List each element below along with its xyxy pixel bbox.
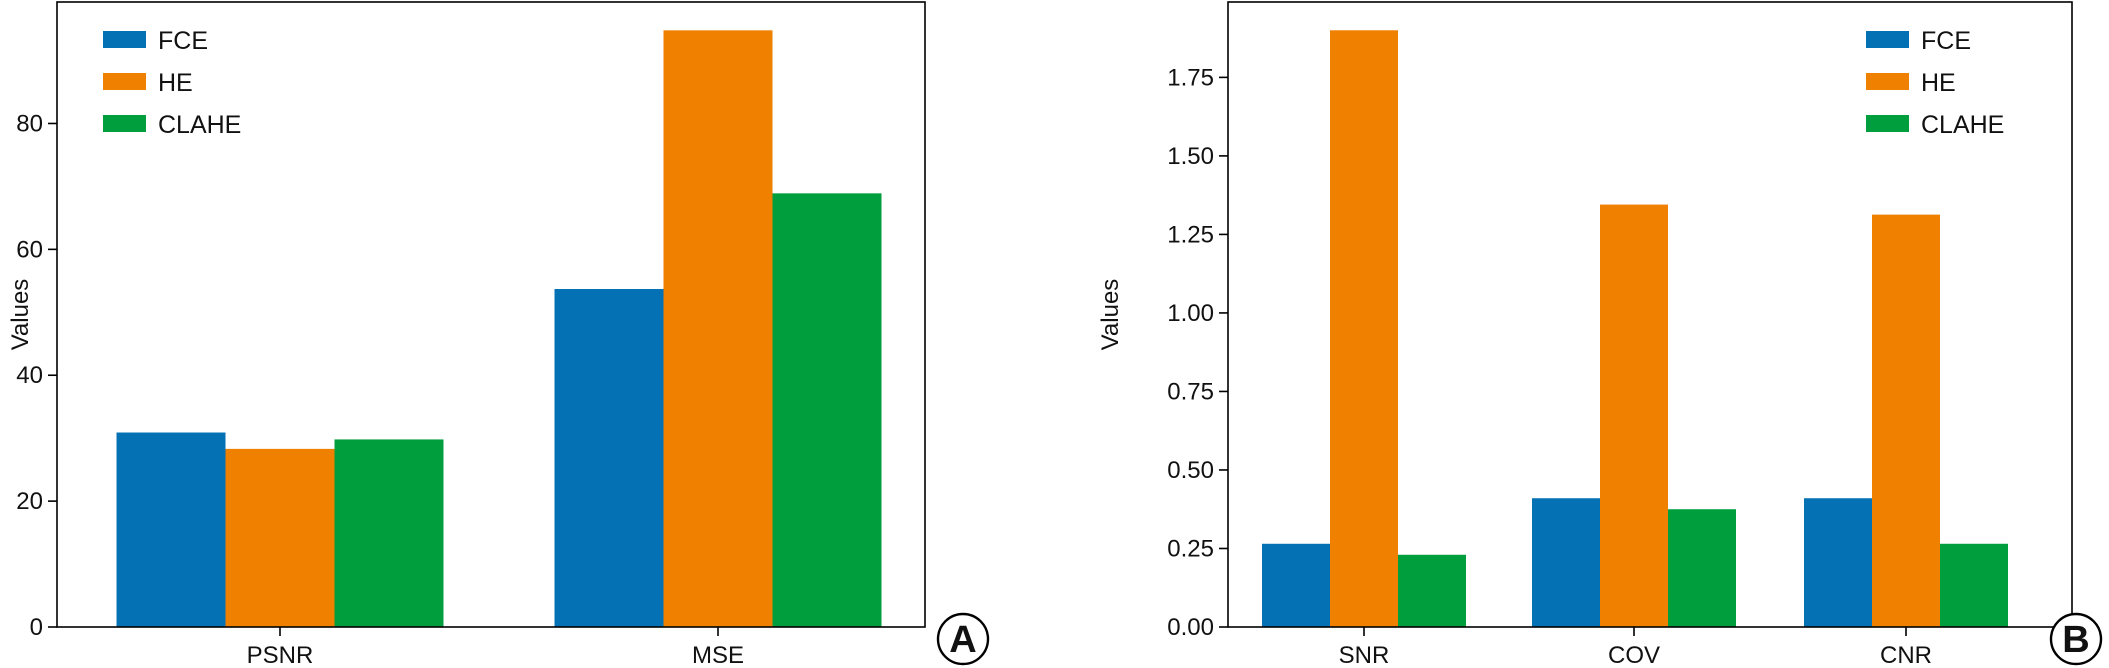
y-tick-label: 0.75 (1167, 378, 1214, 405)
chart-panel-a: 0 20 40 60 80 PSNR MSE Values FCE HE CLAHE A (7, 1, 990, 668)
legend-swatch-clahe (1866, 115, 1909, 132)
legend-label-he: HE (1921, 69, 1956, 97)
bars-group (116, 30, 882, 628)
x-tick-label: PSNR (247, 642, 314, 668)
y-axis-ticks: 0.00 0.25 0.50 0.75 1.00 1.25 1.50 1.75 (1167, 64, 1228, 641)
bar-he-mse (663, 30, 773, 628)
y-tick-label: 0.50 (1167, 457, 1214, 484)
bar-he-cnr (1872, 214, 1940, 628)
y-tick-label: 1.75 (1167, 64, 1214, 91)
legend-label-clahe: CLAHE (158, 111, 241, 139)
legend: FCE HE CLAHE (1866, 27, 2004, 139)
y-tick-label: 0.25 (1167, 535, 1214, 562)
y-tick-label: 40 (16, 362, 43, 389)
y-tick-label: 1.00 (1167, 300, 1214, 327)
bar-clahe-psnr (334, 439, 444, 627)
plot-frame (56, 1, 926, 628)
panel-label-b-text: B (2062, 619, 2089, 661)
legend-label-clahe: CLAHE (1921, 111, 2004, 139)
y-tick-label: 80 (16, 110, 43, 137)
y-tick-label: 0 (30, 614, 43, 641)
y-tick-label: 60 (16, 236, 43, 263)
chart-panel-b: 0.00 0.25 0.50 0.75 1.00 1.25 1.50 1.75 SNR COV C… (1097, 1, 2103, 668)
y-axis-title: Values (7, 279, 34, 351)
panel-label-a-text: A (949, 619, 976, 661)
x-tick-label: COV (1608, 642, 1660, 668)
y-tick-label: 20 (16, 488, 43, 515)
legend-swatch-clahe (103, 115, 146, 132)
bar-fce-snr (1262, 543, 1330, 627)
bar-clahe-cov (1668, 509, 1736, 627)
bars-group (1262, 30, 2008, 628)
bar-he-cov (1600, 204, 1668, 627)
bar-fce-psnr (116, 432, 226, 627)
y-tick-label: 1.25 (1167, 221, 1214, 248)
x-tick-label: CNR (1880, 642, 1932, 668)
legend-swatch-fce (1866, 31, 1909, 48)
legend-swatch-he (103, 73, 146, 90)
bar-fce-cov (1532, 498, 1600, 627)
legend-label-fce: FCE (1921, 27, 1971, 55)
plot-frame (1227, 1, 2073, 628)
y-axis-title: Values (1097, 279, 1124, 351)
legend: FCE HE CLAHE (103, 27, 241, 139)
legend-swatch-he (1866, 73, 1909, 90)
panel-label-b: B (2049, 612, 2103, 666)
x-axis-ticks: SNR COV CNR (1339, 627, 1932, 668)
y-axis-ticks: 0 20 40 60 80 (16, 110, 57, 641)
bar-clahe-snr (1398, 554, 1466, 627)
x-tick-label: MSE (692, 642, 744, 668)
y-tick-label: 0.00 (1167, 614, 1214, 641)
x-tick-label: SNR (1339, 642, 1390, 668)
legend-swatch-fce (103, 31, 146, 48)
legend-label-fce: FCE (158, 27, 208, 55)
bar-clahe-mse (772, 193, 882, 628)
bar-he-psnr (225, 448, 335, 627)
bar-clahe-cnr (1940, 543, 2008, 627)
panel-label-a: A (936, 612, 990, 666)
bar-fce-cnr (1804, 498, 1872, 627)
bar-he-snr (1330, 30, 1398, 627)
x-axis-ticks: PSNR MSE (247, 627, 744, 668)
legend-label-he: HE (158, 69, 193, 97)
bar-fce-mse (554, 289, 664, 627)
y-tick-label: 1.50 (1167, 143, 1214, 170)
